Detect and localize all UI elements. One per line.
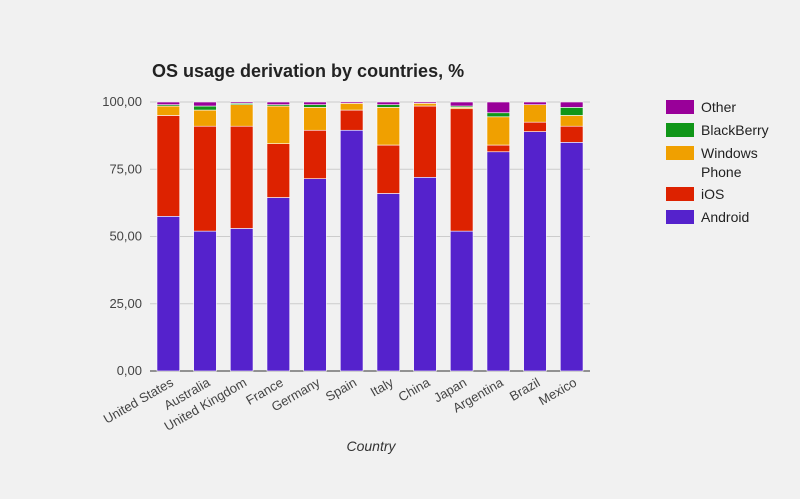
bar-segment-blackberry <box>376 104 401 108</box>
legend-swatch <box>666 210 694 224</box>
bar-segment-windows-phone <box>486 116 511 146</box>
bar-segment-windows-phone <box>230 104 254 127</box>
bar-segment-ios <box>266 143 291 198</box>
bar-segment-other <box>376 101 401 105</box>
bar-segment-other <box>266 101 291 105</box>
bar-segment-ios <box>486 144 511 153</box>
bar-segment-windows-phone <box>559 115 584 127</box>
bar-segment-android <box>339 129 364 372</box>
bar-segment-other <box>559 101 584 108</box>
bar-segment-other <box>193 101 217 107</box>
x-tick-label: Italy <box>368 374 397 399</box>
y-tick-label: 25,00 <box>109 296 142 311</box>
bars <box>156 101 584 372</box>
bar-segment-windows-phone <box>339 103 364 111</box>
legend-label: BlackBerry <box>701 122 769 138</box>
bar-segment-android <box>523 131 547 372</box>
legend-label: Windows Phone <box>701 145 758 180</box>
legend-label: Android <box>701 209 749 225</box>
bar-segment-blackberry <box>486 112 511 118</box>
bar-segment-other <box>230 101 254 104</box>
bar-segment-other <box>523 101 547 105</box>
y-tick-label: 75,00 <box>109 161 142 176</box>
y-tick-label: 100,00 <box>102 94 142 109</box>
legend-label: Other <box>701 99 736 115</box>
bar-segment-windows-phone <box>156 105 180 116</box>
bar-segment-windows-phone <box>523 104 547 123</box>
legend: Other BlackBerry Windows Phone iOS Android <box>666 99 769 225</box>
bar-segment-other <box>486 101 511 114</box>
y-axis-ticks: 0,00 25,00 50,00 75,00 100,00 <box>102 94 142 378</box>
bar-segment-ios <box>156 115 180 217</box>
legend-swatch <box>666 100 694 114</box>
bar-segment-other <box>449 101 474 107</box>
bar-segment-ios <box>449 108 474 232</box>
bar-segment-windows-phone <box>193 109 217 127</box>
bar-segment-ios <box>339 109 364 131</box>
bar-segment-ios <box>523 121 547 132</box>
legend-swatch <box>666 146 694 160</box>
bar-segment-ios <box>559 125 584 143</box>
bar-segment-android <box>376 193 401 372</box>
x-axis-title: Country <box>346 438 396 454</box>
bar-segment-ios <box>193 125 217 232</box>
bar-segment-windows-phone <box>413 103 437 107</box>
bar-segment-ios <box>376 144 401 194</box>
bar-segment-android <box>486 151 511 372</box>
bar-segment-other <box>156 101 180 105</box>
bar-segment-other <box>303 101 327 105</box>
bar-segment-android <box>559 142 584 372</box>
bar-segment-android <box>303 178 327 372</box>
bar-segment-windows-phone <box>266 105 291 144</box>
chart-title: OS usage derivation by countries, % <box>152 61 464 81</box>
y-tick-label: 0,00 <box>117 363 142 378</box>
bar-segment-android <box>413 177 437 372</box>
legend-swatch <box>666 123 694 137</box>
bar-segment-blackberry <box>193 105 217 111</box>
bar-segment-ios <box>413 105 437 178</box>
x-tick-label: China <box>396 374 434 404</box>
bar-segment-blackberry <box>559 107 584 116</box>
bar-segment-android <box>449 230 474 372</box>
bar-segment-ios <box>303 129 327 179</box>
bar-segment-other <box>339 101 364 104</box>
bar-segment-android <box>193 230 217 372</box>
bar-segment-windows-phone <box>376 107 401 146</box>
bar-segment-ios <box>230 125 254 229</box>
bar-segment-android <box>230 228 254 372</box>
x-tick-label: Mexico <box>536 375 579 409</box>
bar-segment-windows-phone <box>303 107 327 131</box>
bar-segment-blackberry <box>303 104 327 108</box>
grid-lines <box>150 101 590 372</box>
bar-segment-android <box>156 216 180 372</box>
legend-label: iOS <box>701 186 724 202</box>
x-tick-label: Brazil <box>507 375 543 404</box>
x-tick-label: Spain <box>323 375 359 405</box>
legend-swatch <box>666 187 694 201</box>
bar-segment-other <box>413 101 437 104</box>
bar-segment-android <box>266 197 291 372</box>
y-tick-label: 50,00 <box>109 229 142 244</box>
